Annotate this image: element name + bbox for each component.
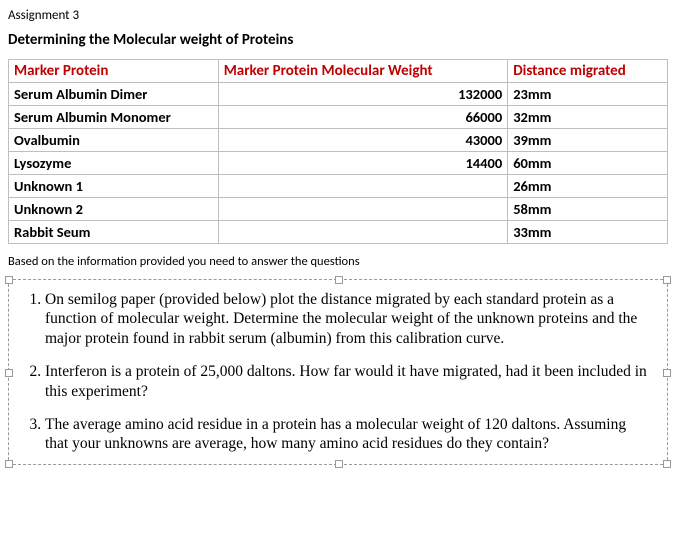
resize-handle-icon (663, 369, 671, 377)
cell-protein: Rabbit Seum (9, 221, 219, 244)
cell-distance: 23mm (508, 83, 668, 106)
questions-list: On semilog paper (provided below) plot t… (17, 290, 653, 454)
cell-weight (218, 198, 508, 221)
table-row: Ovalbumin 43000 39mm (9, 129, 668, 152)
table-row: Unknown 1 26mm (9, 175, 668, 198)
cell-distance: 58mm (508, 198, 668, 221)
resize-handle-icon (5, 369, 13, 377)
table-row: Lysozyme 14400 60mm (9, 152, 668, 175)
table-row: Serum Albumin Monomer 66000 32mm (9, 106, 668, 129)
cell-distance: 32mm (508, 106, 668, 129)
resize-handle-icon (335, 276, 343, 284)
question-item: Interferon is a protein of 25,000 dalton… (45, 362, 653, 401)
cell-protein: Unknown 1 (9, 175, 219, 198)
question-item: The average amino acid residue in a prot… (45, 415, 653, 454)
cell-distance: 39mm (508, 129, 668, 152)
table-row: Unknown 2 58mm (9, 198, 668, 221)
table-row: Serum Albumin Dimer 132000 23mm (9, 83, 668, 106)
table-header-row: Marker Protein Marker Protein Molecular … (9, 60, 668, 83)
cell-weight (218, 221, 508, 244)
resize-handle-icon (5, 460, 13, 468)
col-header-protein: Marker Protein (9, 60, 219, 83)
col-header-weight: Marker Protein Molecular Weight (218, 60, 508, 83)
instruction-note: Based on the information provided you ne… (8, 254, 689, 269)
resize-handle-icon (663, 460, 671, 468)
table-row: Rabbit Seum 33mm (9, 221, 668, 244)
cell-weight: 43000 (218, 129, 508, 152)
cell-weight: 132000 (218, 83, 508, 106)
cell-protein: Unknown 2 (9, 198, 219, 221)
cell-protein: Lysozyme (9, 152, 219, 175)
resize-handle-icon (663, 276, 671, 284)
resize-handle-icon (335, 460, 343, 468)
assignment-label: Assignment 3 (8, 8, 689, 23)
cell-distance: 33mm (508, 221, 668, 244)
page-title: Determining the Molecular weight of Prot… (8, 31, 689, 49)
cell-protein: Ovalbumin (9, 129, 219, 152)
resize-handle-icon (5, 276, 13, 284)
questions-textbox: On semilog paper (provided below) plot t… (8, 279, 668, 465)
cell-distance: 60mm (508, 152, 668, 175)
cell-weight (218, 175, 508, 198)
cell-weight: 66000 (218, 106, 508, 129)
question-item: On semilog paper (provided below) plot t… (45, 290, 653, 348)
cell-protein: Serum Albumin Dimer (9, 83, 219, 106)
cell-distance: 26mm (508, 175, 668, 198)
protein-table: Marker Protein Marker Protein Molecular … (8, 59, 668, 244)
cell-weight: 14400 (218, 152, 508, 175)
cell-protein: Serum Albumin Monomer (9, 106, 219, 129)
col-header-distance: Distance migrated (508, 60, 668, 83)
